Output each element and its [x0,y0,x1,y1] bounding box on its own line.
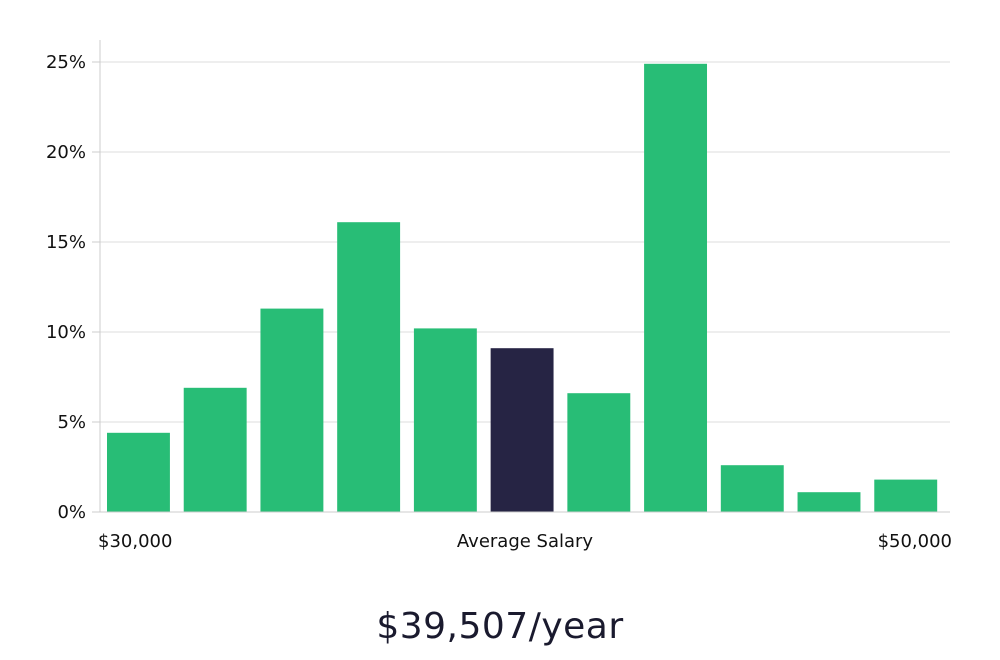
y-tick-label: 20% [46,142,86,163]
x-max-label: $50,000 [878,531,952,552]
bar-highlighted [490,348,554,512]
y-tick-label: 15% [46,232,86,253]
bar [260,308,324,512]
bar [720,465,784,512]
bars-layer [107,63,938,513]
y-tick-label: 5% [57,412,86,433]
grid-layer [100,61,950,423]
x-axis-title: Average Salary [457,531,594,552]
bar [337,222,401,512]
bar [567,393,631,512]
bar [797,492,861,512]
bar [183,387,247,512]
salary-distribution-chart: 0%5%10%15%20%25% $30,000 Average Salary … [46,40,952,552]
bar [107,432,170,512]
bar [874,479,938,512]
y-axis-ticks: 0% 5% 10% 15% 20% 25% [46,52,100,523]
bar [644,63,708,513]
y-tick-label: 0% [57,502,86,523]
y-tick-label: 10% [46,322,86,343]
x-min-label: $30,000 [98,531,172,552]
bar [413,328,477,512]
average-salary-headline: $39,507/year [376,606,624,647]
y-tick-label: 25% [46,52,86,73]
